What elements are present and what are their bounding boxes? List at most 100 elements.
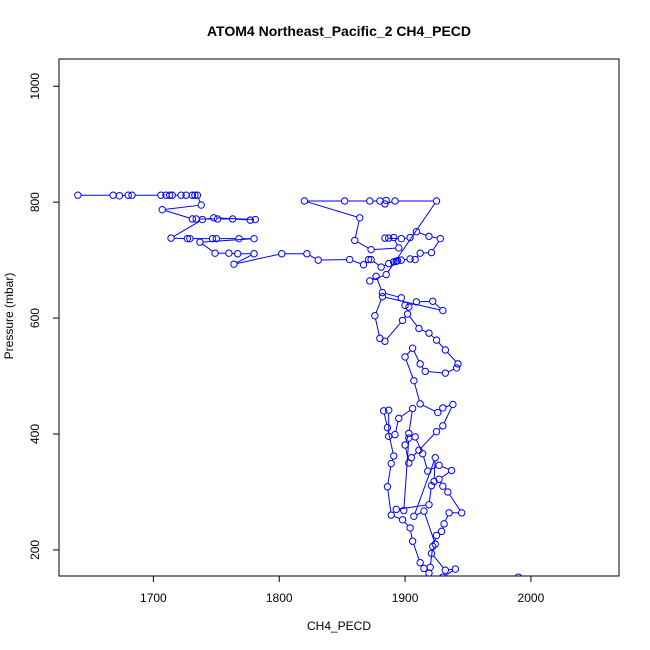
- data-point: [418, 450, 427, 458]
- data-point: [408, 404, 417, 413]
- data-point: [230, 260, 238, 268]
- data-point: [431, 540, 439, 548]
- data-point: [378, 288, 387, 297]
- x-tick-label: 2000: [518, 591, 545, 605]
- data-point: [454, 360, 462, 368]
- data-point: [167, 234, 175, 242]
- data-point: [401, 301, 409, 310]
- data-point: [425, 329, 433, 337]
- data-point: [168, 191, 176, 199]
- data-point: [186, 234, 194, 243]
- data-point: [157, 191, 165, 199]
- data-point: [429, 297, 437, 305]
- series-segment: [383, 413, 388, 425]
- data-point: [430, 477, 438, 486]
- data-point: [392, 505, 400, 514]
- data-point: [405, 303, 413, 311]
- chart-title: ATOM4 Northeast_Pacific_2 CH4_PECD: [207, 23, 471, 39]
- data-point: [381, 200, 389, 208]
- series-segment: [393, 515, 400, 520]
- series-segment: [374, 247, 396, 250]
- data-point: [192, 215, 200, 223]
- data-point: [395, 414, 403, 423]
- data-point: [115, 192, 124, 200]
- data-point: [444, 488, 452, 496]
- data-point: [345, 255, 354, 264]
- data-point: [250, 234, 258, 243]
- data-point: [210, 214, 218, 222]
- data-point: [424, 467, 432, 475]
- data-point: [401, 353, 409, 361]
- data-point: [406, 233, 414, 242]
- series-segment: [408, 411, 413, 431]
- data-point: [408, 537, 417, 545]
- data-point: [393, 256, 402, 265]
- y-tick-label: 600: [28, 308, 42, 328]
- data-point: [385, 259, 393, 268]
- series-segment: [419, 232, 427, 236]
- series-segment: [198, 198, 201, 203]
- data-point: [385, 432, 393, 441]
- series-segment: [423, 456, 428, 469]
- data-point: [177, 191, 185, 199]
- data-point: [351, 236, 359, 245]
- data-point: [408, 344, 417, 352]
- data-point: [427, 248, 436, 257]
- series-segment: [357, 241, 369, 249]
- series-segment: [443, 407, 452, 424]
- series-segment: [386, 322, 401, 340]
- series-segment: [173, 220, 200, 237]
- data-point: [381, 337, 389, 345]
- data-point: [109, 191, 117, 199]
- data-point: [381, 234, 389, 242]
- data-point: [427, 481, 436, 490]
- data-point: [416, 249, 424, 257]
- data-point: [128, 191, 136, 199]
- series-points: [74, 191, 522, 576]
- data-point: [431, 454, 439, 462]
- data-point: [188, 191, 197, 199]
- data-point: [405, 429, 413, 438]
- series-segment: [421, 329, 427, 333]
- data-point: [367, 255, 375, 264]
- y-tick-label: 1000: [28, 73, 42, 100]
- data-point: [356, 214, 364, 222]
- y-tick-label: 200: [28, 540, 42, 560]
- data-point: [398, 516, 407, 524]
- data-point: [429, 542, 437, 551]
- y-tick-label: 400: [28, 424, 42, 444]
- plot-area: [74, 191, 522, 576]
- data-point: [390, 233, 398, 242]
- series-segment: [405, 359, 414, 378]
- data-point: [432, 427, 441, 436]
- series-segment: [406, 350, 411, 355]
- series-segment: [445, 405, 451, 408]
- data-point: [411, 255, 419, 264]
- data-point: [371, 312, 379, 320]
- data-point: [427, 549, 436, 558]
- series-segment: [441, 471, 450, 478]
- data-point: [387, 459, 395, 468]
- data-point: [251, 215, 260, 224]
- data-point: [425, 501, 433, 509]
- series-segment: [202, 243, 213, 252]
- data-point: [420, 507, 428, 515]
- series-segment: [376, 279, 382, 290]
- series-segment: [307, 201, 357, 218]
- series-segment: [387, 430, 394, 454]
- series-segment: [375, 318, 380, 336]
- data-point: [387, 511, 395, 519]
- series-segment: [373, 261, 379, 266]
- data-point: [364, 255, 373, 264]
- x-axis: 1700 1800 1900 2000: [140, 576, 545, 605]
- series-segment: [415, 439, 422, 451]
- series-segment: [416, 512, 422, 516]
- data-point: [183, 234, 192, 243]
- data-point: [439, 573, 447, 576]
- data-point: [514, 573, 522, 576]
- data-point: [406, 255, 414, 263]
- data-point: [397, 256, 405, 264]
- data-point: [439, 482, 447, 490]
- data-point: [379, 407, 388, 415]
- data-point: [412, 228, 421, 236]
